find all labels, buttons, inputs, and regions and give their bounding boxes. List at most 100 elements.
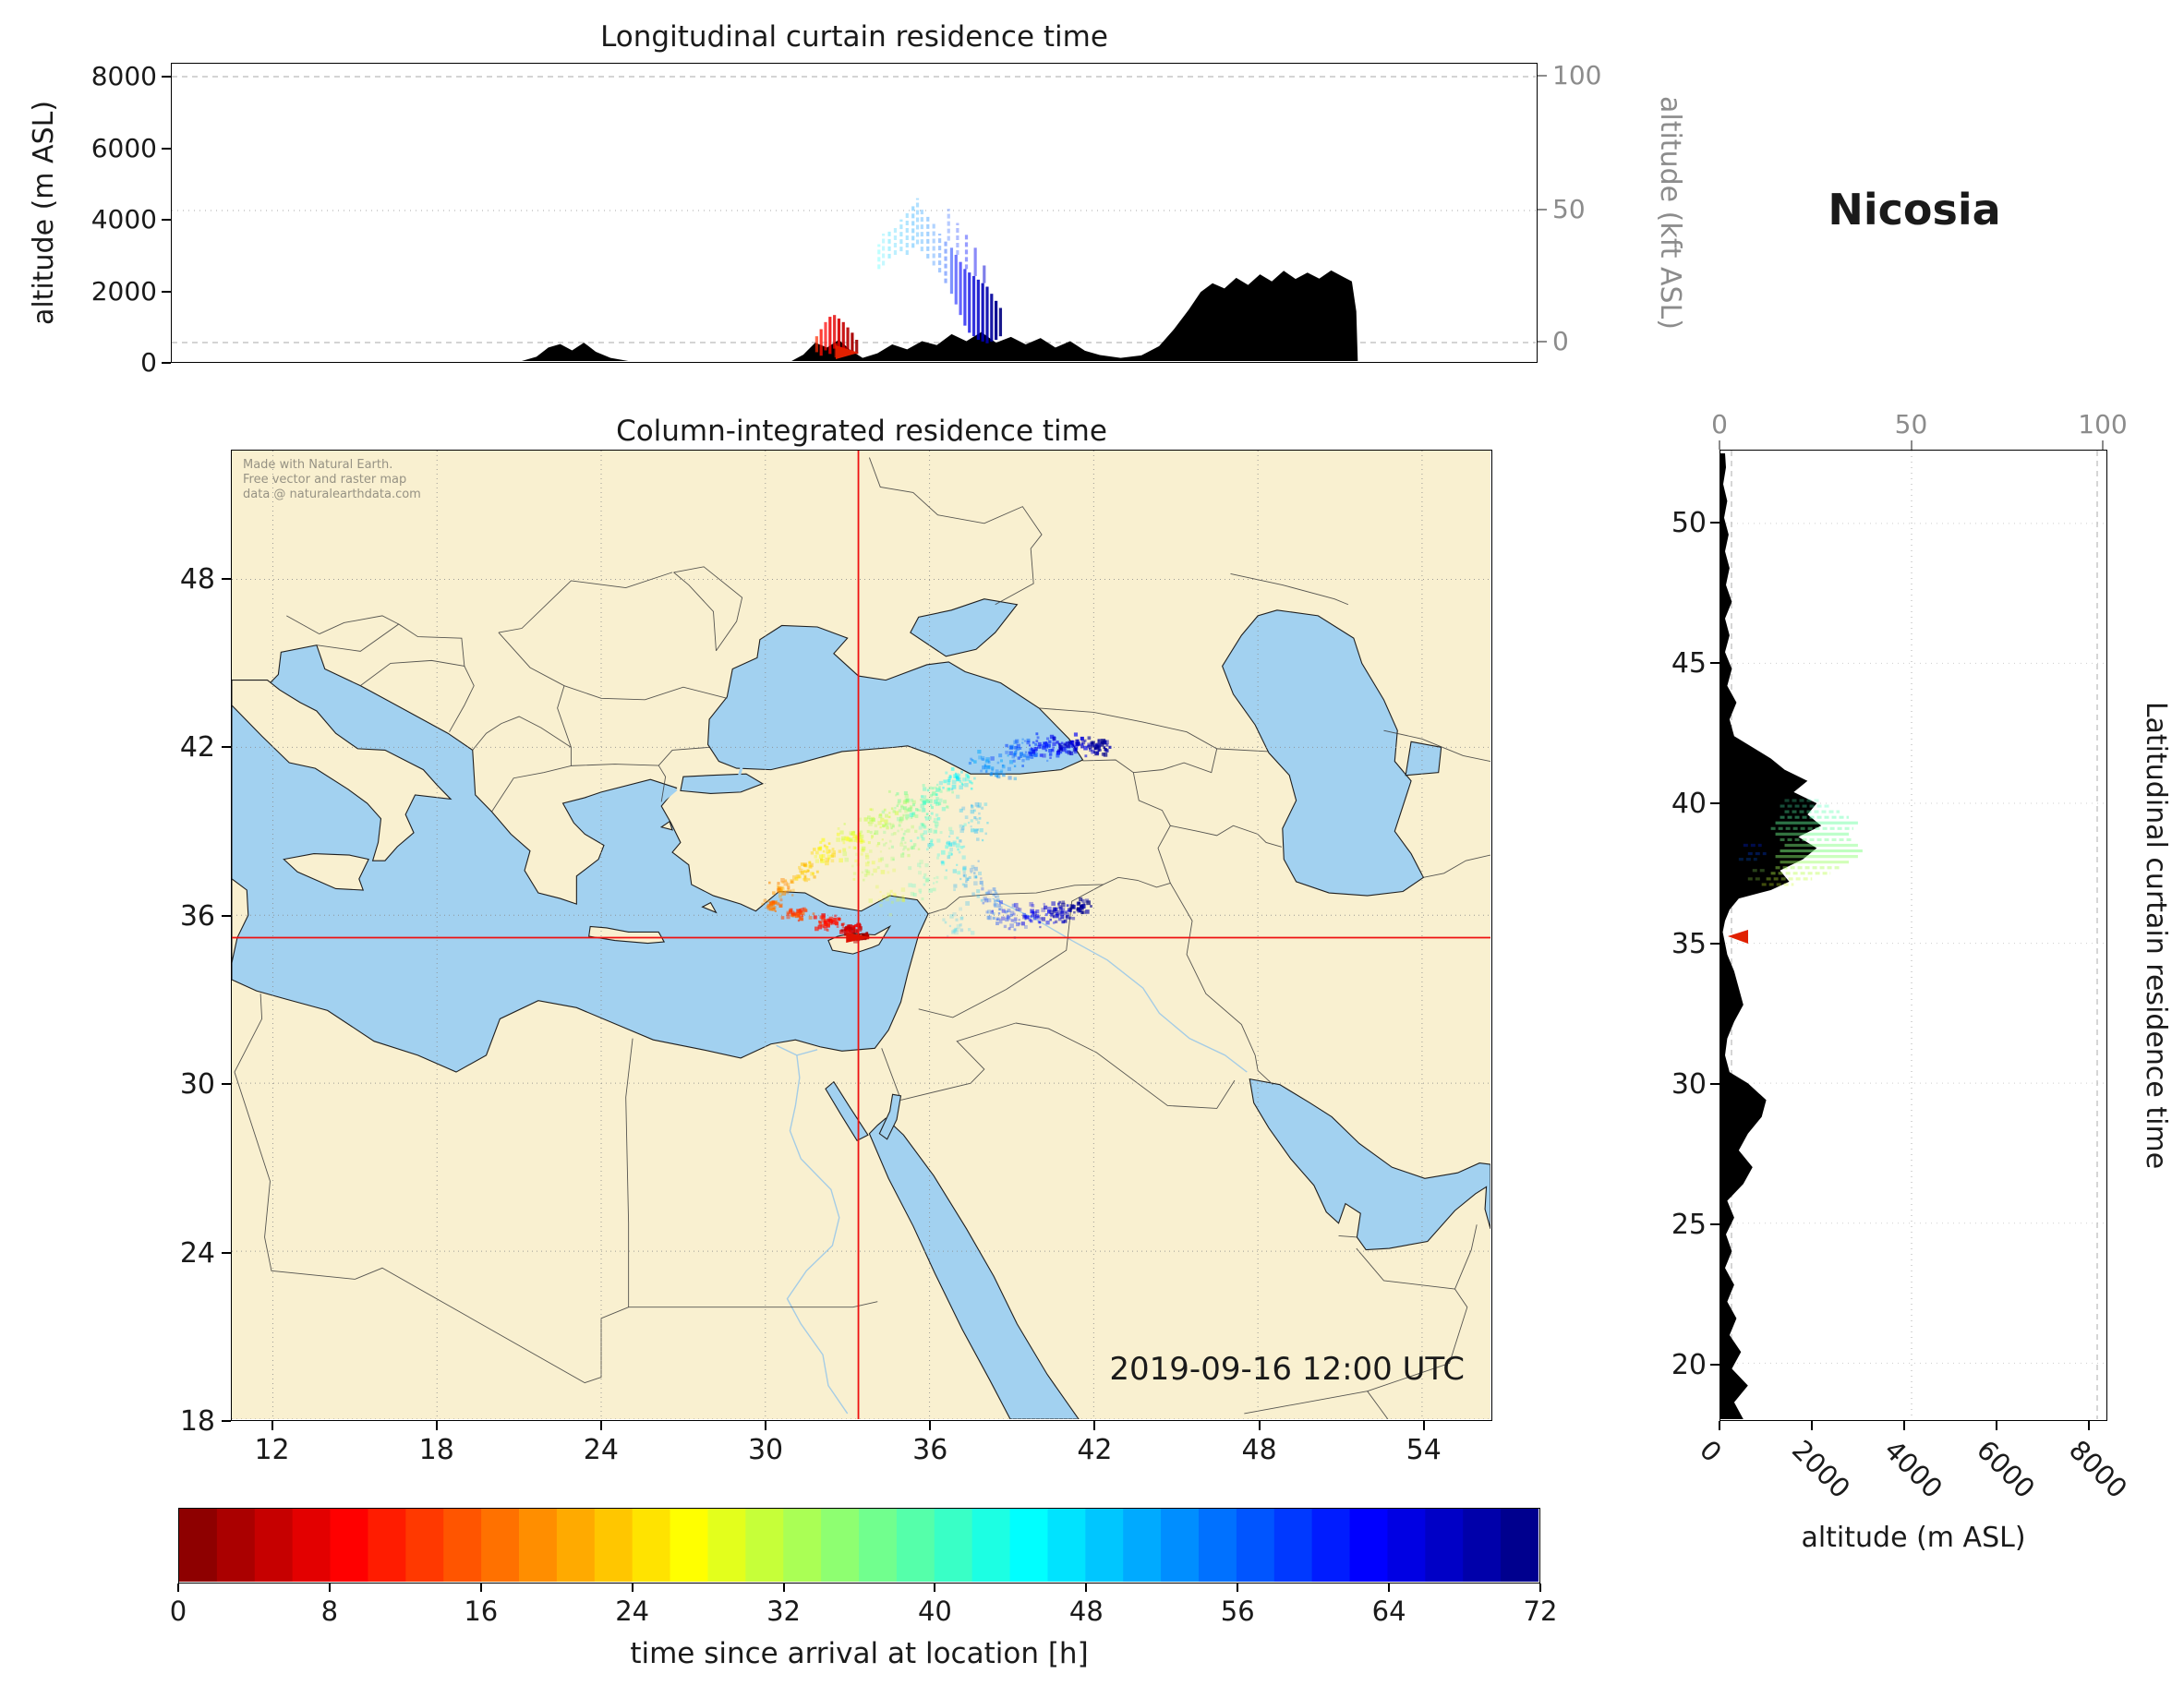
country-border	[658, 765, 665, 801]
tick-mark	[1538, 75, 1547, 77]
tick-label: 30	[747, 1434, 784, 1466]
tick-label: 25	[1671, 1209, 1707, 1242]
tick-label: 32	[766, 1596, 801, 1627]
colorbar-label: time since arrival at location [h]	[630, 1637, 1089, 1670]
longitudinal-curtain-title: Longitudinal curtain residence time	[600, 20, 1108, 54]
tick-mark	[222, 746, 231, 749]
tick-mark	[1710, 1083, 1719, 1086]
tick-label: 40	[917, 1596, 952, 1627]
country-border	[882, 1048, 899, 1096]
tick-label: 48	[1241, 1434, 1277, 1466]
map-attribution: Made with Natural Earth. Free vector and…	[243, 458, 421, 501]
trajectory-plume	[761, 732, 1112, 944]
tick-mark	[2102, 440, 2104, 450]
country-border	[1368, 1391, 1388, 1419]
country-border	[317, 624, 465, 666]
latitudinal-xaxis-label: altitude (m ASL)	[1801, 1522, 2026, 1554]
tick-label: 72	[1523, 1596, 1558, 1627]
terrain-profile	[1720, 453, 1822, 1419]
island-rhodes	[703, 903, 717, 913]
latitudinal-yaxis-label: Latitudinal curtain residence time	[2140, 701, 2172, 1170]
tick-label: 40	[1671, 788, 1707, 821]
tick-mark	[782, 1584, 785, 1592]
map-panel: Made with Natural Earth. Free vector and…	[231, 450, 1492, 1421]
tick-mark	[934, 1584, 936, 1592]
tick-label: 16	[464, 1596, 499, 1627]
tick-mark	[1996, 1421, 1997, 1430]
country-border	[320, 616, 399, 634]
tick-mark	[162, 76, 171, 78]
tick-mark	[162, 290, 171, 293]
sea-gulf_of_suez	[826, 1082, 868, 1141]
tick-label: 12	[254, 1434, 290, 1466]
tick-label: 0	[1552, 326, 1569, 356]
tick-mark	[929, 1421, 932, 1430]
tick-mark	[1710, 943, 1719, 945]
tick-label: 42	[1077, 1434, 1113, 1466]
country-border	[571, 765, 658, 766]
tick-mark	[222, 1251, 231, 1254]
country-border	[626, 1039, 633, 1307]
tick-label: 30	[1671, 1068, 1707, 1102]
tick-label: 0	[169, 1596, 187, 1627]
arrival-arrow	[836, 345, 859, 359]
tick-mark	[599, 1421, 602, 1430]
tick-mark	[1237, 1584, 1239, 1592]
colorbar	[178, 1508, 1540, 1584]
longitudinal-yaxis-label: altitude (m ASL)	[28, 100, 60, 326]
tick-mark	[1093, 1421, 1096, 1430]
sea-kara_bogaz	[1406, 741, 1442, 775]
tick-mark	[177, 1584, 179, 1592]
tick-label: 56	[1220, 1596, 1255, 1627]
sea-marmara_sea	[681, 774, 763, 793]
tick-label: 8000	[90, 61, 157, 92]
tick-mark	[1388, 1584, 1391, 1592]
longitudinal-yaxis-right-label: altitude (kft ASL)	[1654, 95, 1686, 331]
tick-mark	[1085, 1584, 1088, 1592]
tick-mark	[479, 1584, 482, 1592]
tick-label: 18	[418, 1434, 454, 1466]
island-italy	[232, 680, 451, 861]
country-border	[1133, 749, 1216, 773]
tick-label: 30	[179, 1068, 215, 1102]
tick-mark	[1719, 440, 1720, 450]
longitudinal-curtain-panel	[171, 63, 1538, 363]
tick-label: 48	[1068, 1596, 1104, 1627]
sea-persian_gulf	[1249, 1079, 1490, 1250]
country-border	[473, 717, 572, 750]
country-border	[629, 1302, 878, 1307]
tick-label: 0	[1693, 1434, 1729, 1469]
country-border	[1368, 1224, 1478, 1391]
tick-mark	[1538, 209, 1547, 211]
tick-label: 24	[179, 1236, 215, 1270]
tick-label: 20	[1671, 1349, 1707, 1382]
tick-label: 6000	[90, 132, 157, 163]
country-border	[1339, 1235, 1357, 1237]
tick-mark	[2088, 1421, 2090, 1430]
tick-mark	[1538, 341, 1547, 343]
tick-label: 18	[179, 1405, 215, 1438]
country-border	[1244, 1391, 1367, 1414]
island-sicily	[284, 854, 368, 890]
river	[787, 1055, 847, 1414]
tick-mark	[1710, 1223, 1719, 1226]
tick-label: 100	[1552, 60, 1602, 90]
tick-label: 6000	[1970, 1434, 2042, 1505]
tick-mark	[1719, 1421, 1720, 1430]
arrival-arrow	[1728, 930, 1748, 944]
tick-mark	[1910, 440, 1913, 450]
sea-gulf_of_aqaba	[879, 1094, 900, 1139]
tick-label: 36	[179, 899, 215, 933]
tick-mark	[1258, 1421, 1261, 1430]
country-border	[1170, 883, 1273, 1084]
tick-label: 2000	[90, 275, 157, 307]
tick-mark	[435, 1421, 438, 1430]
country-border	[1039, 708, 1269, 752]
tick-mark	[1710, 802, 1719, 805]
country-border	[674, 567, 742, 651]
tick-label: 4000	[1877, 1434, 1949, 1505]
tick-mark	[222, 914, 231, 917]
country-border	[869, 458, 1042, 605]
tick-mark	[631, 1584, 633, 1592]
